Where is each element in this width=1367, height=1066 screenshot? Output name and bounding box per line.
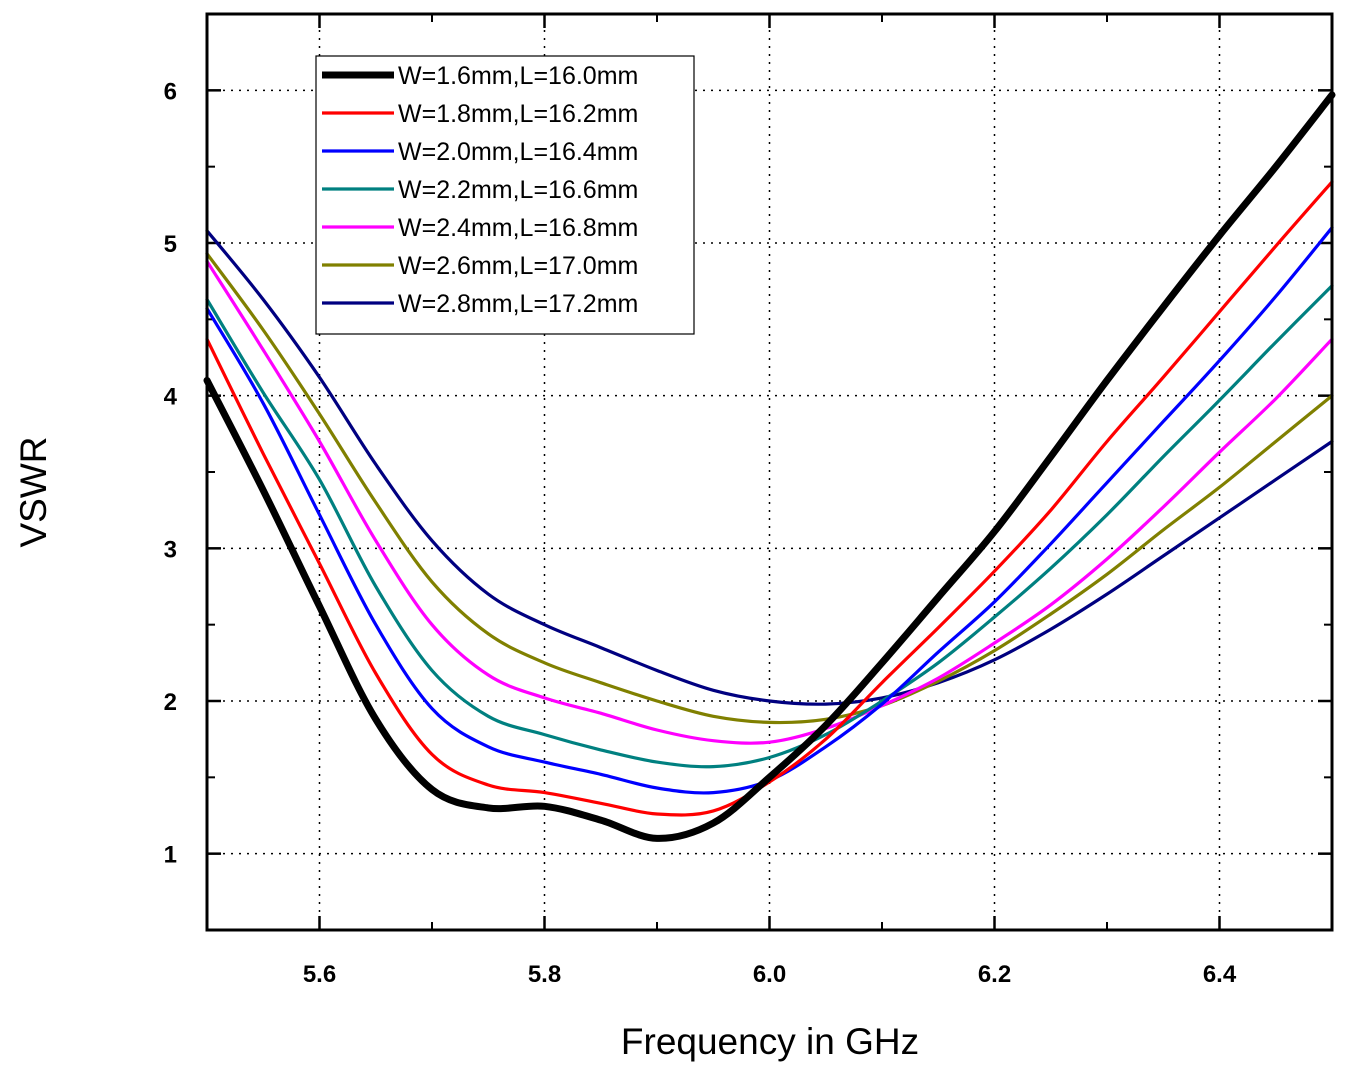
legend-label-5: W=2.4mm,L=16.8mm (398, 214, 638, 242)
x-tick-label: 6.0 (753, 961, 786, 988)
series-line-7 (205, 229, 1334, 706)
y-tick-label: 5 (164, 231, 177, 258)
legend-label-4: W=2.2mm,L=16.6mm (398, 176, 638, 204)
y-tick-labels: 1 2 3 4 5 6 (164, 78, 178, 868)
axis-ticks (206, 13, 1333, 931)
series-line-6 (205, 252, 1334, 725)
legend-box (315, 55, 695, 335)
x-tick-label: 6.2 (978, 961, 1011, 988)
x-tick-labels: 5.6 5.8 6.0 6.2 6.4 (303, 961, 1237, 988)
legend-label-3: W=2.0mm,L=16.4mm (398, 138, 638, 166)
x-tick-label: 5.6 (303, 961, 336, 988)
series-line-5 (205, 259, 1334, 745)
y-tick-label: 3 (164, 536, 177, 563)
y-axis-title: VSWR (13, 437, 54, 548)
series-lines (203, 91, 1336, 842)
x-axis-title: Frequency in GHz (621, 1021, 919, 1062)
grid (207, 14, 1332, 930)
legend-label-7: W=2.8mm,L=17.2mm (398, 290, 638, 318)
y-tick-label: 2 (164, 689, 177, 716)
plot-frame (205, 12, 1334, 932)
series-line-4 (205, 284, 1334, 769)
x-tick-label: 5.8 (528, 961, 561, 988)
legend-label-2: W=1.8mm,L=16.2mm (398, 100, 638, 128)
y-tick-label: 6 (164, 78, 177, 105)
series-line-1 (203, 91, 1336, 842)
legend-label-1: W=1.6mm,L=16.0mm (398, 62, 638, 90)
y-tick-label: 1 (164, 842, 177, 869)
legend-label-6: W=2.6mm,L=17.0mm (398, 252, 638, 280)
y-tick-label: 4 (164, 384, 178, 411)
x-tick-label: 6.4 (1203, 961, 1237, 988)
legend: W=1.6mm,L=16.0mm W=1.8mm,L=16.2mm W=2.0mm,… (315, 55, 695, 335)
